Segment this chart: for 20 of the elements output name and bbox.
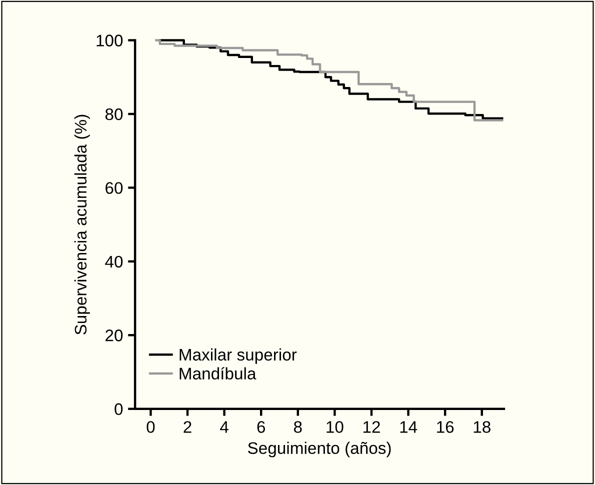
y-axis-title: Supervivencia acumulada (%) — [74, 114, 90, 334]
x-tick-label: 10 — [326, 421, 344, 433]
x-tick-label: 0 — [146, 421, 155, 433]
y-tick-label: 80 — [105, 108, 123, 120]
y-tick-label: 40 — [105, 256, 123, 268]
x-tick-label: 12 — [363, 421, 380, 433]
x-tick-label: 18 — [474, 421, 490, 433]
x-tick-label: 14 — [400, 421, 418, 433]
y-tick-label: 20 — [106, 330, 123, 342]
x-tick-label: 16 — [437, 421, 454, 433]
x-tick-label: 8 — [294, 421, 302, 433]
y-tick-label: 60 — [106, 182, 123, 194]
x-tick-label: 6 — [257, 421, 265, 433]
x-tick-label: 2 — [184, 421, 192, 433]
y-tick-label: 100 — [96, 34, 123, 46]
x-tick-label: 4 — [220, 421, 228, 433]
x-axis-title: Seguimiento (años) — [248, 442, 391, 458]
legend-label: Maxilar superior — [180, 348, 297, 364]
y-tick-label: 0 — [114, 403, 123, 416]
legend-label: Mandíbula — [180, 367, 256, 380]
